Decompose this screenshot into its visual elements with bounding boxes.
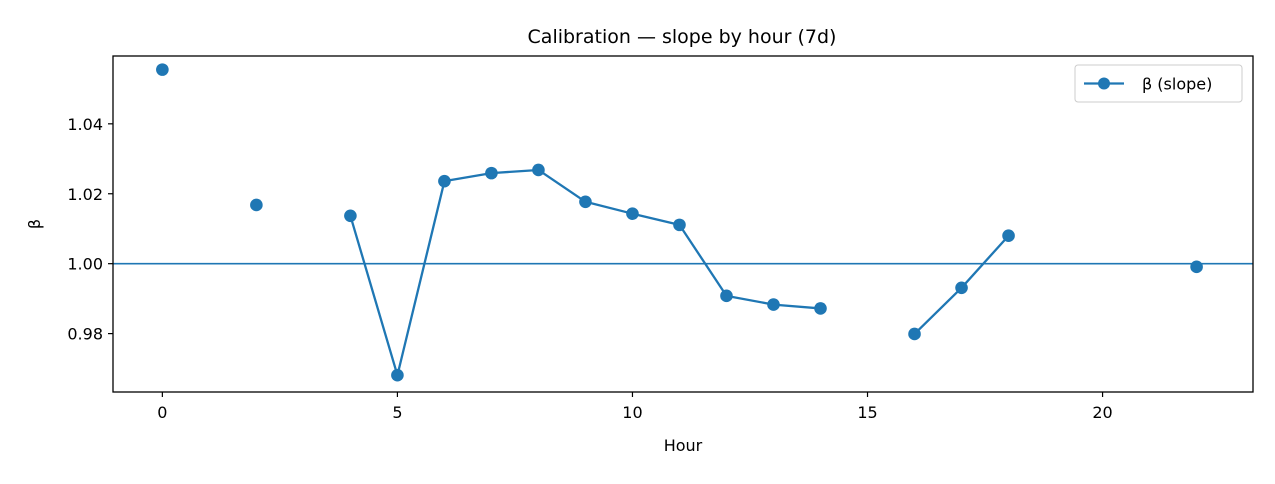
data-point-hour-13 (767, 298, 780, 311)
chart-title: Calibration — slope by hour (7d) (528, 26, 837, 48)
data-point-hour-8 (532, 163, 545, 177)
x-tick-label: 5 (392, 403, 402, 422)
data-point-hour-14 (814, 302, 827, 315)
legend-entry-beta-slope: β (slope) (1142, 75, 1212, 94)
data-point-hour-17 (955, 281, 968, 295)
data-point-hour-2 (250, 198, 263, 212)
data-point-hour-5 (391, 368, 404, 382)
data-point-hour-10 (626, 207, 639, 220)
x-tick-label: 0 (157, 403, 167, 422)
y-tick-label: 0.98 (67, 325, 103, 344)
data-point-hour-0 (156, 63, 169, 76)
x-tick-label: 10 (622, 403, 642, 422)
y-tick-label: 1.00 (67, 255, 103, 274)
plot-layer (113, 63, 1253, 382)
y-axis-label: β (25, 219, 44, 229)
data-point-hour-9 (579, 195, 592, 209)
y-tick-label: 1.02 (67, 185, 103, 204)
data-point-hour-7 (485, 166, 498, 180)
legend-box (1074, 64, 1243, 103)
legend: β (slope) (1074, 64, 1243, 103)
x-axis-label: Hour (664, 436, 703, 455)
data-point-hour-4 (344, 209, 357, 223)
y-axis-ticks: 0.98 1.00 1.02 1.04 (67, 115, 113, 344)
plot-frame (112, 55, 1254, 393)
x-axis-ticks: 0 5 10 15 20 (157, 392, 1113, 422)
x-tick-label: 20 (1092, 403, 1112, 422)
data-point-hour-12 (720, 289, 733, 303)
x-tick-label: 15 (857, 403, 877, 422)
y-tick-label: 1.04 (67, 115, 103, 134)
data-point-hour-11 (673, 218, 686, 232)
legend-marker-swatch (1098, 77, 1110, 90)
data-point-hour-18 (1002, 229, 1015, 243)
data-point-hour-22 (1190, 260, 1203, 274)
data-point-hour-6 (438, 174, 451, 188)
data-point-hour-16 (908, 327, 921, 341)
